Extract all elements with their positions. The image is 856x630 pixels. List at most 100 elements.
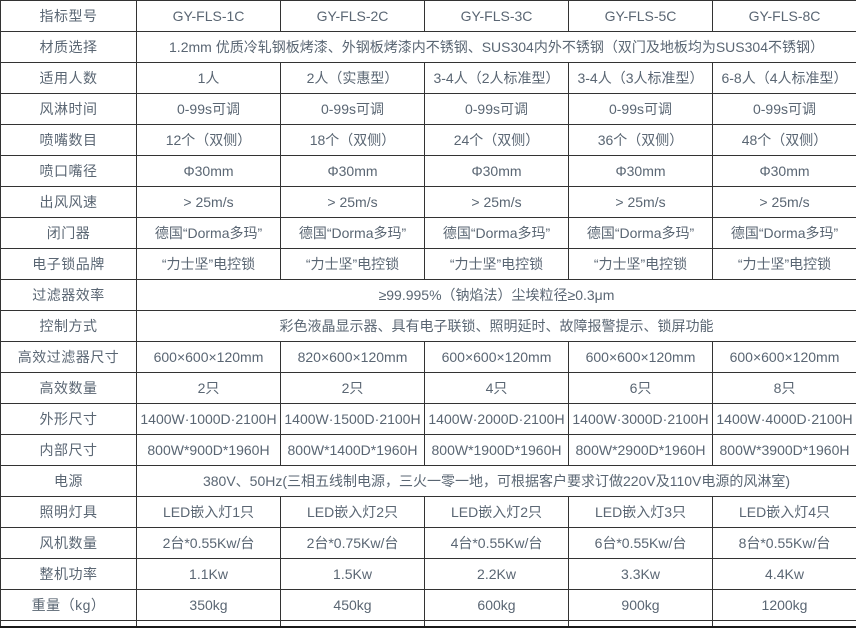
value-cell: 0-99s可调 [568,93,713,125]
value-cell: > 25m/s [568,186,713,218]
value-cell: 1400W·2000D·2100H [424,403,569,435]
row-label: 指标型号 [0,0,137,32]
value-cell: “力士坚”电控锁 [568,248,713,280]
value-cell: 2只 [280,372,425,404]
value-cell: 2.2Kw [424,558,569,590]
value-cell: 8只 [712,372,856,404]
value-cell: 36个（双侧） [568,124,713,156]
row-label: 风机数量 [0,527,137,559]
empty-cell [712,620,856,626]
table-row: 风淋时间 0-99s可调 0-99s可调 0-99s可调 0-99s可调 0-99s可调 [0,93,856,125]
value-cell: 0-99s可调 [136,93,281,125]
empty-cell [280,620,425,626]
value-cell: 1人 [136,62,281,94]
value-cell: 800W*3900D*1960H [712,434,856,466]
value-cell: 6只 [568,372,713,404]
value-cell: 6台*0.55Kw/台 [568,527,713,559]
empty-cell [136,620,281,626]
model-header-cell: GY-FLS-3C [424,0,569,32]
row-label: 外形尺寸 [0,403,137,435]
empty-cell [568,620,713,626]
table-row: 电源 380V、50Hz(三相五线制电源，三火一零一地，可根据客户要求订做220V… [0,465,856,497]
model-header-cell: GY-FLS-2C [280,0,425,32]
value-cell: 12个（双侧） [136,124,281,156]
row-label: 风淋时间 [0,93,137,125]
value-cell: 24个（双侧） [424,124,569,156]
value-cell: Φ30mm [424,155,569,187]
table-header-row: 指标型号 GY-FLS-1C GY-FLS-2C GY-FLS-3C GY-FLS-5C… [0,0,856,32]
value-cell: 800W*1400D*1960H [280,434,425,466]
value-cell: 1400W·3000D·2100H [568,403,713,435]
table-row: 外形尺寸 1400W·1000D·2100H 1400W·1500D·2100H 14… [0,403,856,435]
empty-cell [424,620,569,626]
table-row: 控制方式 彩色液晶显示器、具有电子联锁、照明延时、故障报警提示、锁屏功能 [0,310,856,342]
row-label: 材质选择 [0,31,137,63]
row-span-value: 380V、50Hz(三相五线制电源，三火一零一地，可根据客户要求订做220V及1… [136,465,856,497]
value-cell: 4.4Kw [712,558,856,590]
value-cell: 800W*900D*1960H [136,434,281,466]
row-span-value: 彩色液晶显示器、具有电子联锁、照明延时、故障报警提示、锁屏功能 [136,310,856,342]
table-row: 整机功率 1.1Kw 1.5Kw 2.2Kw 3.3Kw 4.4Kw [0,558,856,590]
value-cell: Φ30mm [712,155,856,187]
value-cell: 350kg [136,589,281,621]
model-header-cell: GY-FLS-8C [712,0,856,32]
row-label: 内部尺寸 [0,434,137,466]
value-cell: “力士坚”电控锁 [136,248,281,280]
table-row: 照明灯具 LED嵌入灯1只 LED嵌入灯2只 LED嵌入灯2只 LED嵌入灯3只 LED嵌… [0,496,856,528]
table-row: 高效数量 2只 2只 4只 6只 8只 [0,372,856,404]
value-cell: 4只 [424,372,569,404]
value-cell: 600kg [424,589,569,621]
table-row: 闭门器 德国“Dorma多玛” 德国“Dorma多玛” 德国“Dorma多玛” 德国“D… [0,217,856,249]
value-cell: 600×600×120mm [424,341,569,373]
row-label: 高效数量 [0,372,137,404]
table-row: 过滤器效率 ≥99.995%（钠焰法）尘埃粒径≥0.3μm [0,279,856,311]
value-cell: 德国“Dorma多玛” [424,217,569,249]
table-row: 高效过滤器尺寸 600×600×120mm 820×600×120mm 600×600… [0,341,856,373]
value-cell: 1400W·1000D·2100H [136,403,281,435]
value-cell: 820×600×120mm [280,341,425,373]
value-cell: 1.5Kw [280,558,425,590]
value-cell: 450kg [280,589,425,621]
row-label: 电子锁品牌 [0,248,137,280]
row-label: 控制方式 [0,310,137,342]
value-cell: 8台*0.55Kw/台 [712,527,856,559]
row-label: 整机功率 [0,558,137,590]
row-label: 适用人数 [0,62,137,94]
value-cell: LED嵌入灯2只 [424,496,569,528]
table-row: 风机数量 2台*0.55Kw/台 2台*0.75Kw/台 4台*0.55Kw/台 6台*… [0,527,856,559]
value-cell: 0-99s可调 [424,93,569,125]
value-cell: 900kg [568,589,713,621]
value-cell: 48个（双侧） [712,124,856,156]
value-cell: 德国“Dorma多玛” [280,217,425,249]
row-span-value: ≥99.995%（钠焰法）尘埃粒径≥0.3μm [136,279,856,311]
value-cell: 德国“Dorma多玛” [136,217,281,249]
value-cell: 2台*0.75Kw/台 [280,527,425,559]
value-cell: 600×600×120mm [568,341,713,373]
table-row: 喷嘴数目 12个（双侧） 18个（双侧） 24个（双侧） 36个（双侧） 48个（双侧） [0,124,856,156]
row-label: 喷嘴数目 [0,124,137,156]
clipped-bottom-row [0,620,856,626]
value-cell: 1400W·4000D·2100H [712,403,856,435]
value-cell: LED嵌入灯2只 [280,496,425,528]
value-cell: > 25m/s [424,186,569,218]
value-cell: 18个（双侧） [280,124,425,156]
value-cell: 1.1Kw [136,558,281,590]
value-cell: Φ30mm [568,155,713,187]
value-cell: 2只 [136,372,281,404]
value-cell: 0-99s可调 [712,93,856,125]
value-cell: Φ30mm [136,155,281,187]
row-label: 喷口嘴径 [0,155,137,187]
table-row: 适用人数 1人 2人（实惠型） 3-4人（2人标准型） 3-4人（3人标准型） 6-8人（… [0,62,856,94]
table-row: 材质选择 1.2mm 优质冷轧钢板烤漆、外钢板烤漆内不锈钢、SUS304内外不锈钢… [0,31,856,63]
value-cell: > 25m/s [280,186,425,218]
value-cell: 3-4人（2人标准型） [424,62,569,94]
value-cell: 3-4人（3人标准型） [568,62,713,94]
row-label: 重量（kg） [0,589,137,621]
row-label: 电源 [0,465,137,497]
table-row: 电子锁品牌 “力士坚”电控锁 “力士坚”电控锁 “力士坚”电控锁 “力士坚”电控锁 “力士… [0,248,856,280]
value-cell: 800W*2900D*1960H [568,434,713,466]
value-cell: LED嵌入灯1只 [136,496,281,528]
value-cell: 2人（实惠型） [280,62,425,94]
